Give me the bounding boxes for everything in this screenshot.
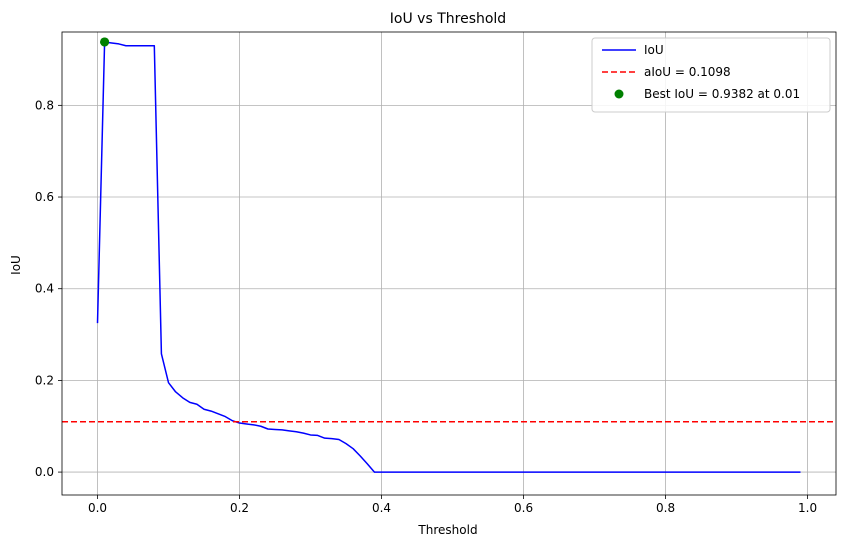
legend-label: Best IoU = 0.9382 at 0.01 bbox=[644, 87, 800, 101]
axes-frame bbox=[61, 31, 837, 496]
y-axis-label: IoU bbox=[9, 255, 23, 275]
x-axis-label: Threshold bbox=[417, 523, 477, 537]
legend-label: IoU bbox=[644, 43, 664, 57]
x-tick-label: 0.6 bbox=[514, 501, 533, 515]
legend-box bbox=[591, 37, 831, 113]
legend-swatch-best-iou bbox=[614, 89, 624, 99]
x-tick-label: 0.2 bbox=[230, 501, 249, 515]
y-tick-label: 0.2 bbox=[35, 373, 54, 387]
y-tick-label: 0.0 bbox=[35, 465, 54, 479]
x-tick-label: 0.8 bbox=[656, 501, 675, 515]
chart-title: IoU vs Threshold bbox=[390, 11, 506, 27]
x-tick-label: 0.4 bbox=[372, 501, 391, 515]
y-tick-label: 0.8 bbox=[35, 98, 54, 112]
legend-label: aIoU = 0.1098 bbox=[644, 65, 731, 79]
x-tick-label: 0.0 bbox=[88, 501, 107, 515]
y-tick-label: 0.4 bbox=[35, 282, 54, 296]
iou-series-line bbox=[96, 41, 801, 473]
legend: IoU aIoU = 0.1098 Best IoU = 0.9382 at 0.0… bbox=[591, 37, 831, 113]
y-tick-label: 0.6 bbox=[35, 190, 54, 204]
best-iou-marker bbox=[100, 37, 110, 47]
x-tick-label: 1.0 bbox=[798, 501, 817, 515]
